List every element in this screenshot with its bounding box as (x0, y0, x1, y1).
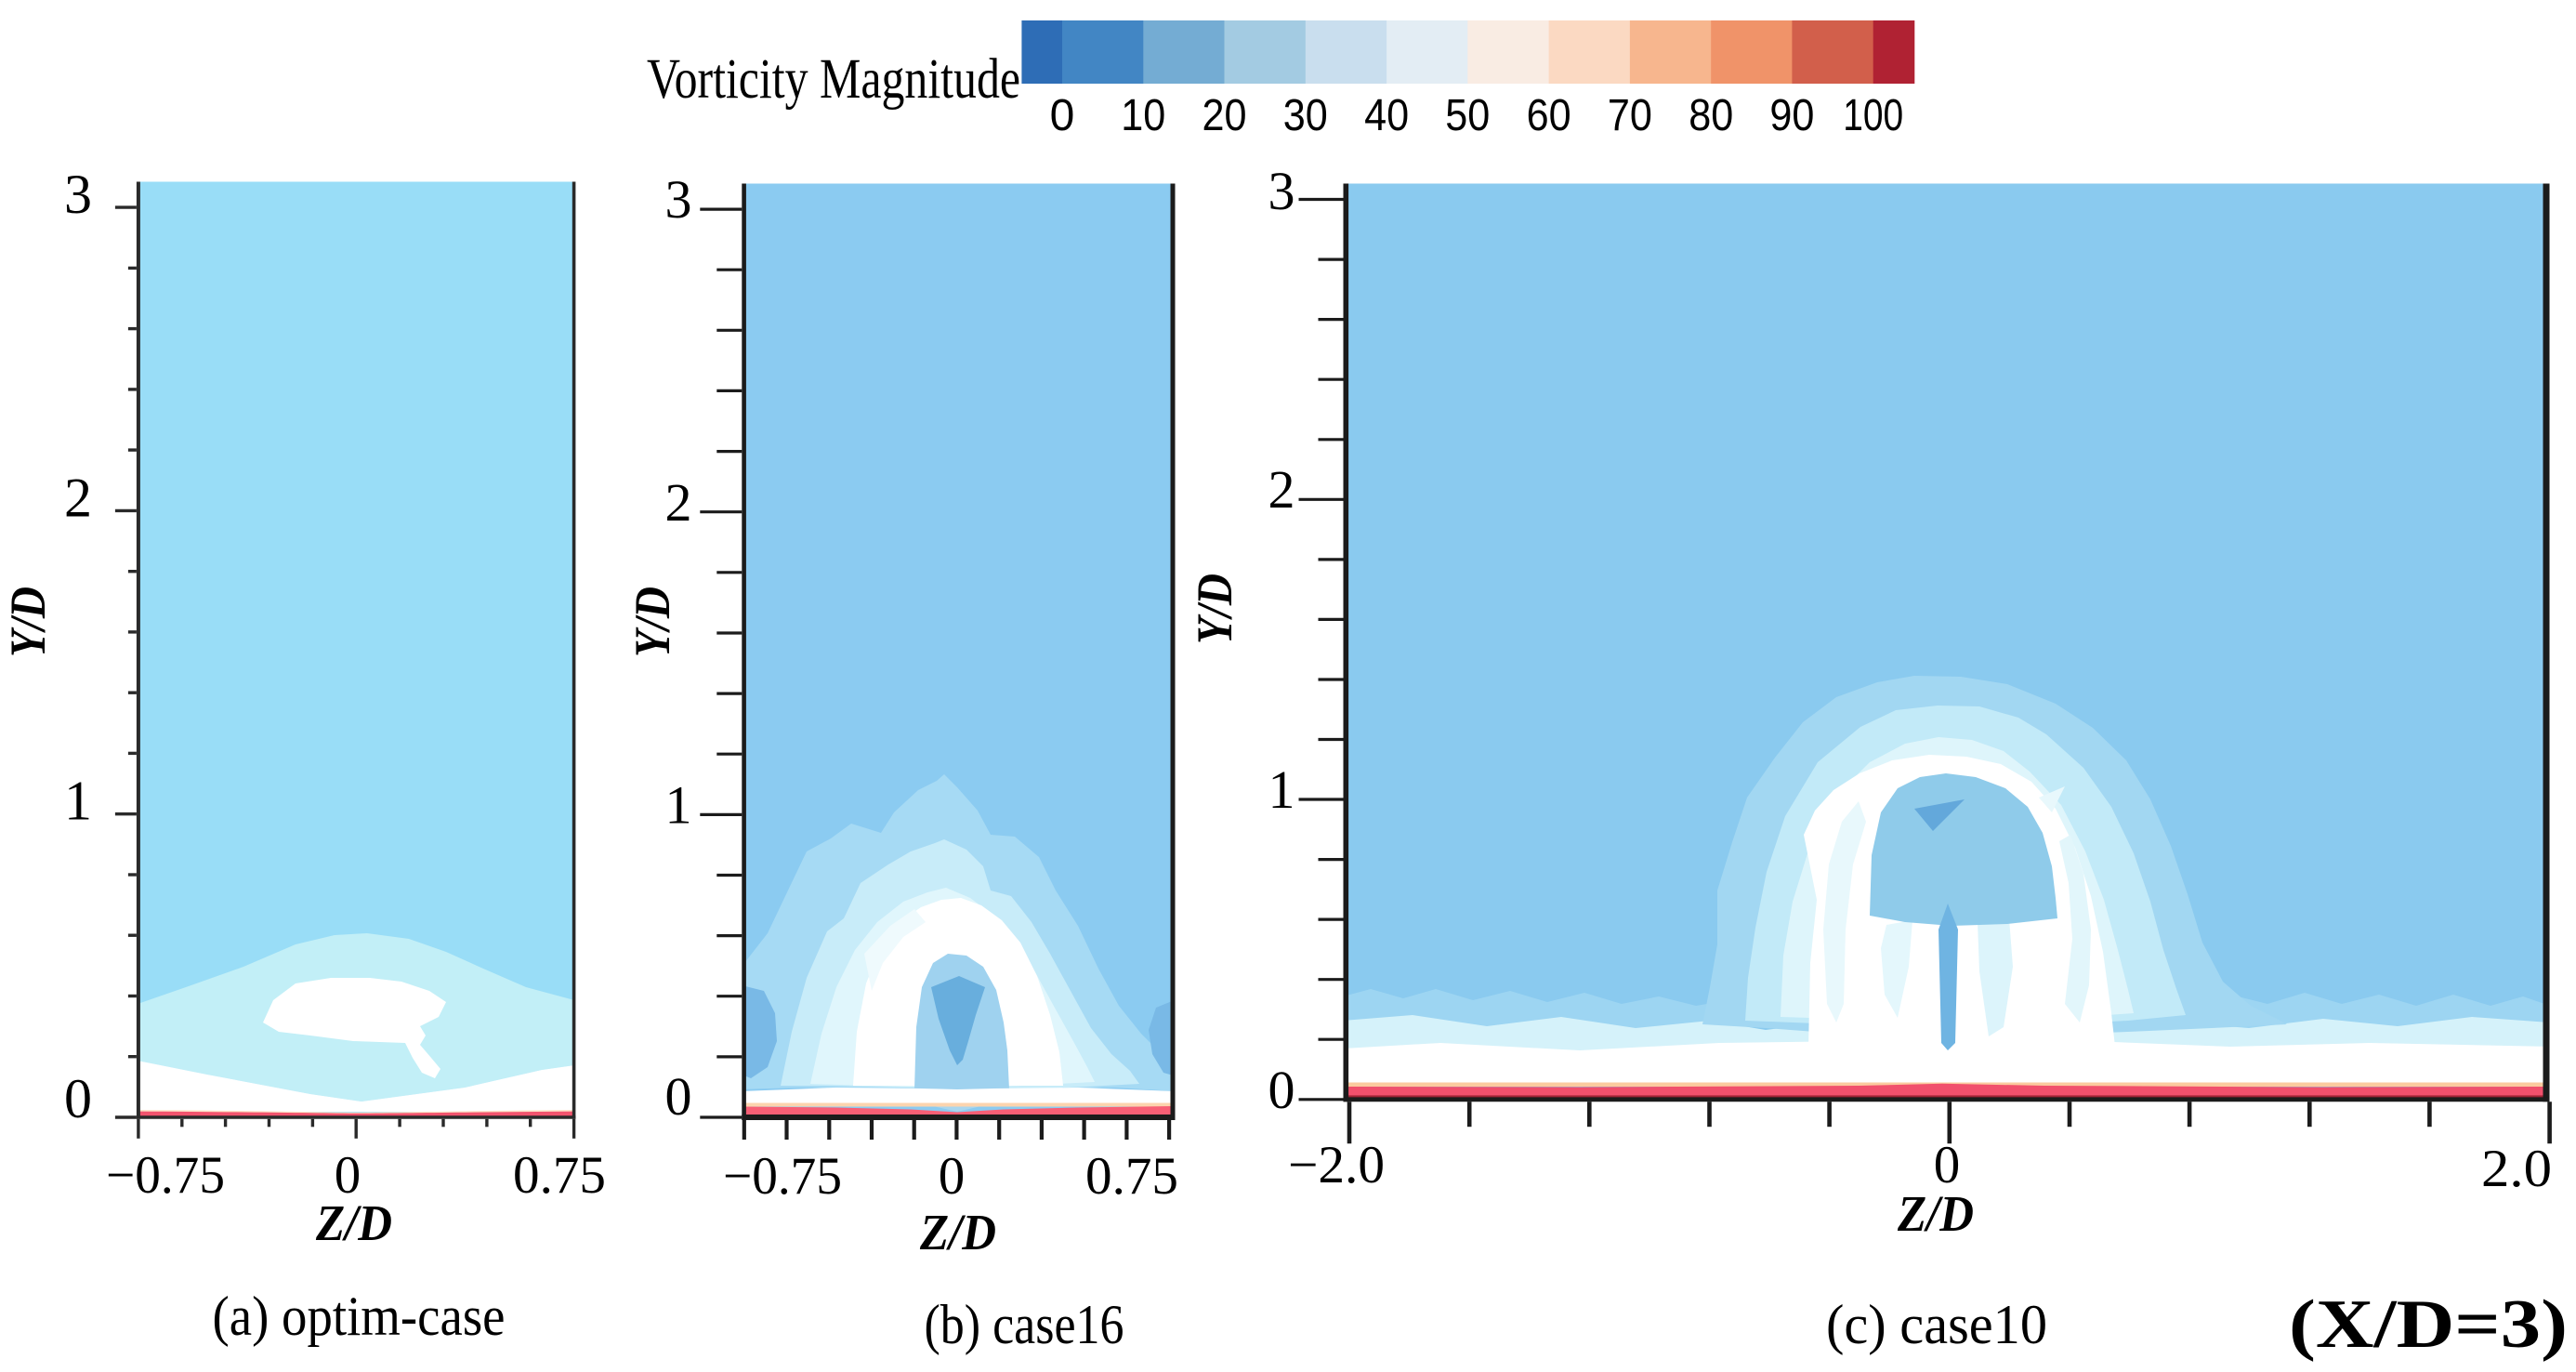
svg-text:Z/D: Z/D (315, 1194, 392, 1251)
svg-text:Y/D: Y/D (624, 587, 680, 657)
svg-text:−0.75: −0.75 (723, 1147, 842, 1206)
svg-text:0: 0 (939, 1147, 966, 1206)
svg-text:40: 40 (1364, 91, 1409, 140)
svg-text:0: 0 (335, 1146, 361, 1205)
svg-text:60: 60 (1527, 91, 1571, 140)
svg-text:1: 1 (1268, 759, 1295, 820)
svg-text:0: 0 (1050, 91, 1075, 140)
svg-text:80: 80 (1689, 91, 1733, 140)
svg-text:0.75: 0.75 (1085, 1147, 1178, 1206)
svg-text:3: 3 (64, 164, 92, 225)
svg-text:(b) case16: (b) case16 (925, 1294, 1124, 1355)
svg-text:1: 1 (64, 771, 92, 832)
svg-text:(X/D=3): (X/D=3) (2289, 1286, 2568, 1363)
svg-text:70: 70 (1608, 91, 1652, 140)
svg-text:−0.75: −0.75 (106, 1146, 225, 1205)
svg-text:1: 1 (665, 774, 692, 835)
svg-text:3: 3 (1268, 161, 1295, 221)
svg-text:Y/D: Y/D (0, 587, 56, 657)
svg-text:0.75: 0.75 (513, 1146, 606, 1205)
svg-text:Z/D: Z/D (1897, 1185, 1974, 1242)
svg-text:−2.0: −2.0 (1288, 1136, 1385, 1194)
svg-text:2: 2 (665, 472, 692, 533)
svg-text:Z/D: Z/D (919, 1204, 996, 1260)
svg-text:Vorticity Magnitude: Vorticity Magnitude (647, 48, 1020, 111)
svg-text:2.0: 2.0 (2481, 1140, 2552, 1198)
svg-text:3: 3 (665, 169, 692, 230)
svg-text:100: 100 (1843, 91, 1903, 140)
svg-text:Y/D: Y/D (1187, 574, 1242, 644)
svg-text:2: 2 (64, 467, 92, 528)
svg-text:20: 20 (1203, 91, 1247, 140)
svg-text:0: 0 (665, 1066, 692, 1127)
svg-text:0: 0 (1268, 1060, 1295, 1120)
svg-text:2: 2 (1268, 459, 1295, 520)
svg-text:30: 30 (1283, 91, 1328, 140)
svg-text:(a) optim-case: (a) optim-case (213, 1286, 506, 1347)
svg-text:50: 50 (1445, 91, 1490, 140)
svg-text:90: 90 (1769, 91, 1814, 140)
svg-text:10: 10 (1121, 91, 1165, 140)
svg-text:0: 0 (64, 1068, 92, 1129)
svg-text:(c) case10: (c) case10 (1826, 1294, 2047, 1355)
svg-text:0: 0 (1934, 1136, 1961, 1194)
